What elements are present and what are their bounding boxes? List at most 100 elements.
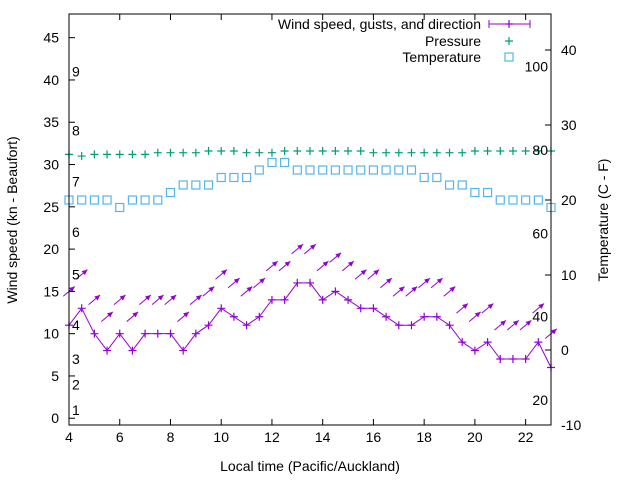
wind-speed-point [267, 295, 276, 304]
y-tick-label: 30 [43, 157, 59, 173]
wind-speed-point [280, 295, 289, 304]
temperature-point [165, 187, 176, 198]
gust-arrow-head [157, 295, 164, 301]
pressure-point [103, 150, 112, 159]
gust-arrow [88, 294, 101, 306]
gust-arrow [189, 294, 202, 306]
x-axis-label: Local time (Pacific/Auckland) [220, 458, 400, 474]
temperature-point [89, 195, 99, 205]
wind-speed-point [331, 287, 340, 296]
gust-arrow [75, 269, 88, 280]
wind-speed-point [128, 346, 137, 355]
gust-arrow [177, 311, 190, 322]
pressure-point [293, 147, 302, 155]
pressure-point [166, 148, 175, 157]
wind-speed-point [344, 295, 353, 304]
temperature-point [444, 180, 455, 190]
gust-arrow [506, 320, 520, 331]
gust-arrow [278, 260, 291, 272]
gust-arrow-head [386, 278, 392, 284]
gust-arrow-head [170, 295, 177, 301]
wind-speed-point [318, 295, 327, 304]
pressure-point [470, 147, 479, 155]
wind-speed-point [483, 338, 492, 347]
temperature-point [229, 172, 239, 183]
gust-arrow-head [487, 303, 494, 309]
gust-arrow-head [183, 311, 189, 318]
y-axis-label: Wind speed (kn - Beaufort) [4, 136, 20, 303]
plot-frame [68, 13, 552, 426]
wind-speed-point [141, 329, 150, 338]
pressure-point [407, 148, 416, 157]
pressure-point [115, 150, 124, 159]
temperature-point [254, 165, 264, 175]
temperature-point [280, 157, 290, 168]
wind-speed-point [432, 312, 441, 321]
pressure-point [496, 147, 505, 155]
temperature-point [140, 195, 150, 205]
gust-arrow-head [424, 278, 430, 284]
gust-arrow-head [106, 311, 113, 318]
temperature-point [508, 195, 518, 205]
gust-arrow-head [195, 295, 202, 301]
gust-arrow [481, 303, 494, 314]
pressure-point [242, 148, 251, 157]
wind-speed-point [255, 312, 264, 321]
pressure-point [521, 147, 530, 155]
pressure-point [344, 147, 353, 155]
legend-mark-pressure [505, 37, 513, 45]
y-tick-label: 15 [43, 283, 59, 299]
temperature-point [115, 202, 125, 213]
fahrenheit-label: 20 [532, 392, 548, 408]
temperature-point [330, 165, 340, 175]
beaufort-label: 4 [72, 317, 80, 333]
gust-arrow [151, 294, 164, 306]
wind-speed-point [534, 338, 543, 347]
temperature-point [305, 165, 315, 175]
temperature-point [102, 195, 112, 205]
gust-arrow-head [449, 286, 456, 293]
gust-arrow [265, 260, 279, 272]
temperature-point [178, 180, 188, 190]
temperature-point [153, 195, 163, 205]
gust-arrow-head [335, 252, 342, 259]
temperature-point [241, 172, 252, 183]
x-tick-label: 20 [467, 429, 483, 445]
gust-arrow-head [525, 320, 532, 326]
temperature-point [457, 180, 467, 190]
gust-arrow-head [462, 303, 468, 309]
pressure-point [445, 148, 454, 157]
temperature-point [482, 187, 493, 198]
wind-speed-point [458, 338, 467, 347]
wind-speed-point [77, 304, 86, 313]
gust-arrow-head [221, 269, 227, 276]
beaufort-label: 6 [72, 224, 80, 240]
gust-arrow [443, 286, 456, 297]
gust-arrow-head [145, 295, 151, 301]
y2-tick-label: 40 [561, 42, 577, 58]
pressure-point [331, 147, 340, 155]
pressure-point [534, 147, 543, 155]
gust-arrow [532, 303, 545, 314]
gust-arrow [380, 277, 393, 289]
wind-speed-point [445, 321, 454, 330]
pressure-point [217, 147, 226, 155]
wind-speed-point [217, 304, 226, 313]
x-tick-label: 18 [416, 429, 432, 445]
gust-arrow [113, 294, 126, 306]
x-tick-label: 22 [518, 429, 534, 445]
gust-arrow-head [246, 286, 253, 293]
gust-arrow-head [398, 286, 405, 293]
pressure-point [191, 148, 200, 157]
wind-speed-point [242, 321, 251, 330]
gust-arrow [367, 269, 380, 280]
temperature-point [343, 165, 353, 175]
gust-arrow [329, 252, 342, 263]
wind-speed-point [382, 312, 391, 321]
gust-arrow-head [284, 261, 291, 267]
wind-speed-point [496, 355, 505, 364]
gust-arrow [392, 286, 405, 297]
pressure-point [369, 148, 378, 157]
gust-arrow [341, 260, 355, 272]
